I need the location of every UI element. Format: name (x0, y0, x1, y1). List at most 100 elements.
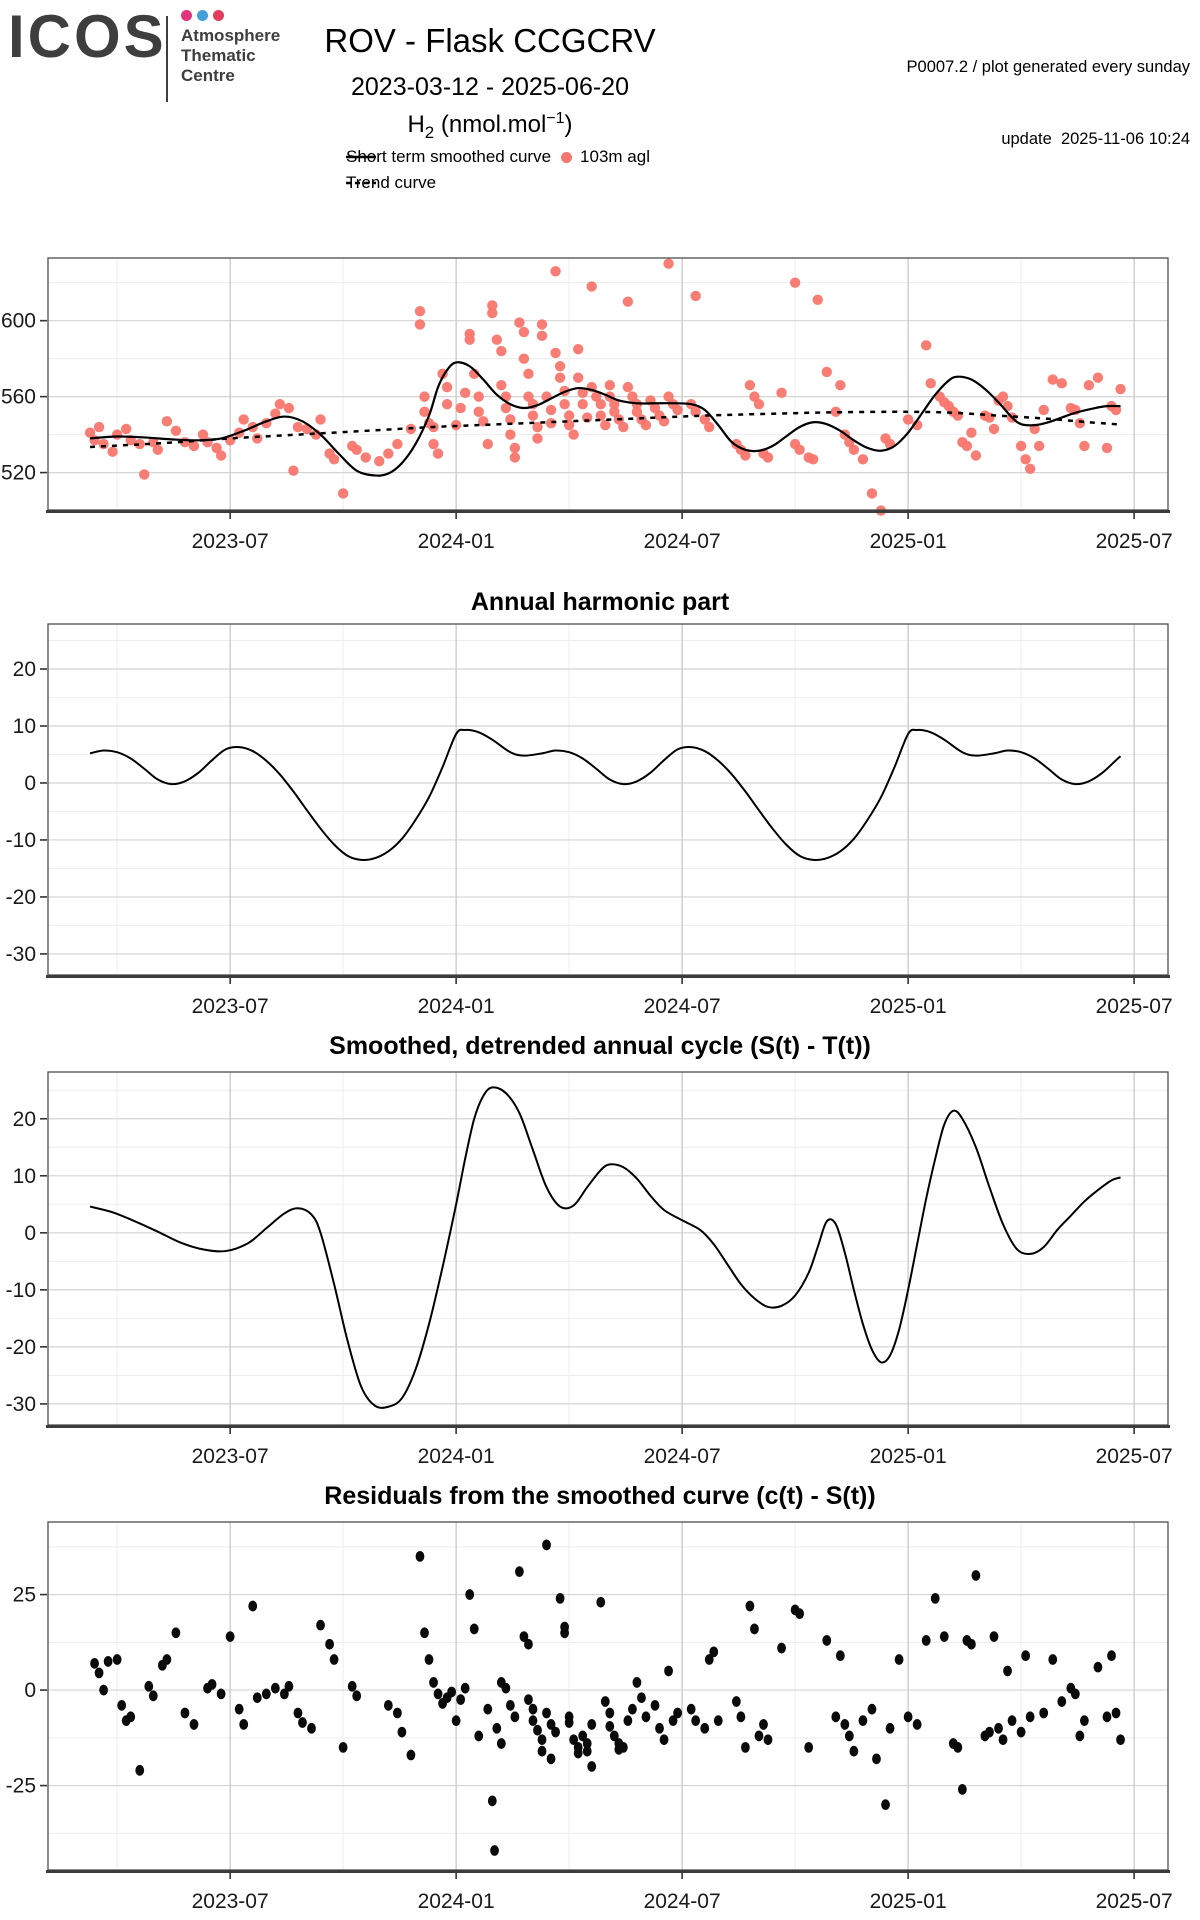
icos-brand-dots-icon (181, 10, 280, 21)
atc-brand-block: Atmosphere Thematic Centre (181, 10, 280, 86)
data-point (753, 399, 765, 410)
brand-dot-icon (197, 10, 208, 21)
data-point (554, 361, 566, 372)
data-point (587, 1719, 597, 1730)
data-point (316, 1619, 325, 1631)
curve (89, 410, 1121, 449)
data-point (496, 345, 507, 357)
x-tick-label: 2025-01 (870, 995, 947, 1018)
residuals-title: Residuals from the smoothed curve (c(t) … (324, 1482, 876, 1510)
data-point (248, 1600, 258, 1612)
plot-update-line: update 2025-11-06 10:24 (1001, 129, 1190, 148)
legend-row-1: Short term smoothed curve 103m agl (346, 144, 650, 170)
data-point (465, 1589, 475, 1600)
plot-generation-info: P0007.2 / plot generated every sunday up… (907, 8, 1190, 175)
data-point (337, 488, 349, 499)
data-point (866, 488, 878, 499)
data-point (741, 1741, 750, 1753)
data-point (749, 391, 760, 402)
legend-points-label: 103m agl (580, 147, 650, 166)
data-point (420, 1627, 429, 1639)
data-point (487, 307, 498, 319)
data-point (542, 1707, 551, 1719)
data-point (103, 1656, 113, 1667)
data-point (1110, 404, 1122, 416)
data-point (523, 391, 534, 402)
data-point (578, 1730, 588, 1742)
data-point (505, 429, 516, 440)
y-tick-label: -25 (6, 1775, 36, 1798)
data-point (424, 1654, 434, 1665)
y-tick-label: -30 (6, 943, 36, 966)
species: H (407, 111, 425, 138)
data-point (686, 1703, 696, 1715)
data-point (1107, 1650, 1116, 1662)
data-point (419, 391, 430, 402)
data-point (293, 1707, 303, 1719)
data-point (745, 1600, 755, 1612)
data-point (754, 1730, 764, 1742)
data-point (325, 1638, 334, 1650)
data-point (505, 1699, 515, 1711)
data-point (1021, 1650, 1031, 1662)
data-point (482, 438, 493, 450)
data-point (921, 1635, 931, 1646)
data-point (148, 437, 159, 448)
data-point (1101, 442, 1113, 454)
data-point (740, 450, 751, 461)
data-point (618, 1741, 628, 1753)
data-point (352, 1690, 362, 1702)
gridlines (48, 1522, 1168, 1870)
y-tick-label: 25 (13, 1584, 36, 1607)
data-point (383, 448, 394, 459)
y-tick-label: 10 (13, 1165, 36, 1188)
data-point (225, 1631, 235, 1642)
data-point (483, 1703, 493, 1715)
data-point (328, 454, 340, 465)
data-point (789, 277, 801, 288)
data-point (600, 1696, 610, 1707)
data-point (577, 387, 588, 399)
panel-background (48, 1072, 1168, 1425)
data-point (985, 1726, 994, 1738)
data-point (292, 421, 304, 433)
data-point (655, 1722, 664, 1734)
data-point (560, 1627, 570, 1639)
data-point (650, 1699, 660, 1711)
data-point (415, 1550, 425, 1562)
gridlines (48, 1072, 1168, 1425)
y-tick-label: -30 (6, 1393, 36, 1416)
data-point (966, 1638, 976, 1650)
data-point (564, 1717, 574, 1728)
data-point (473, 406, 484, 418)
date-range: 2023-03-12 - 2025-06-20 (351, 73, 629, 101)
data-point (117, 1699, 127, 1711)
data-point (736, 1711, 746, 1723)
y-tick-label: 520 (1, 462, 36, 485)
data-point (491, 334, 503, 345)
panel-background (48, 1522, 1168, 1870)
data-point (252, 1692, 262, 1704)
data-point (459, 387, 471, 399)
data-point (582, 1738, 592, 1749)
data-point (451, 1715, 461, 1727)
x-tick-label: 2025-07 (1096, 530, 1173, 553)
data-point (94, 1667, 104, 1679)
data-point (586, 281, 597, 292)
data-point (595, 399, 606, 410)
data-point (1111, 1707, 1121, 1719)
data-point (98, 438, 109, 450)
unit-exponent: −1 (546, 110, 565, 127)
data-point (414, 305, 426, 317)
x-tick-label: 2024-01 (418, 1890, 495, 1913)
data-point (857, 454, 869, 465)
data-point (518, 326, 530, 338)
legend-smoothed-label: Short term smoothed curve (346, 147, 552, 166)
data-point (989, 1631, 999, 1642)
data-point (93, 421, 105, 433)
gridlines (48, 258, 1168, 510)
y-tick-label: 560 (1, 386, 36, 409)
data-point (455, 402, 466, 414)
data-point (1020, 454, 1031, 465)
icos-logo: ICOS (8, 3, 167, 70)
